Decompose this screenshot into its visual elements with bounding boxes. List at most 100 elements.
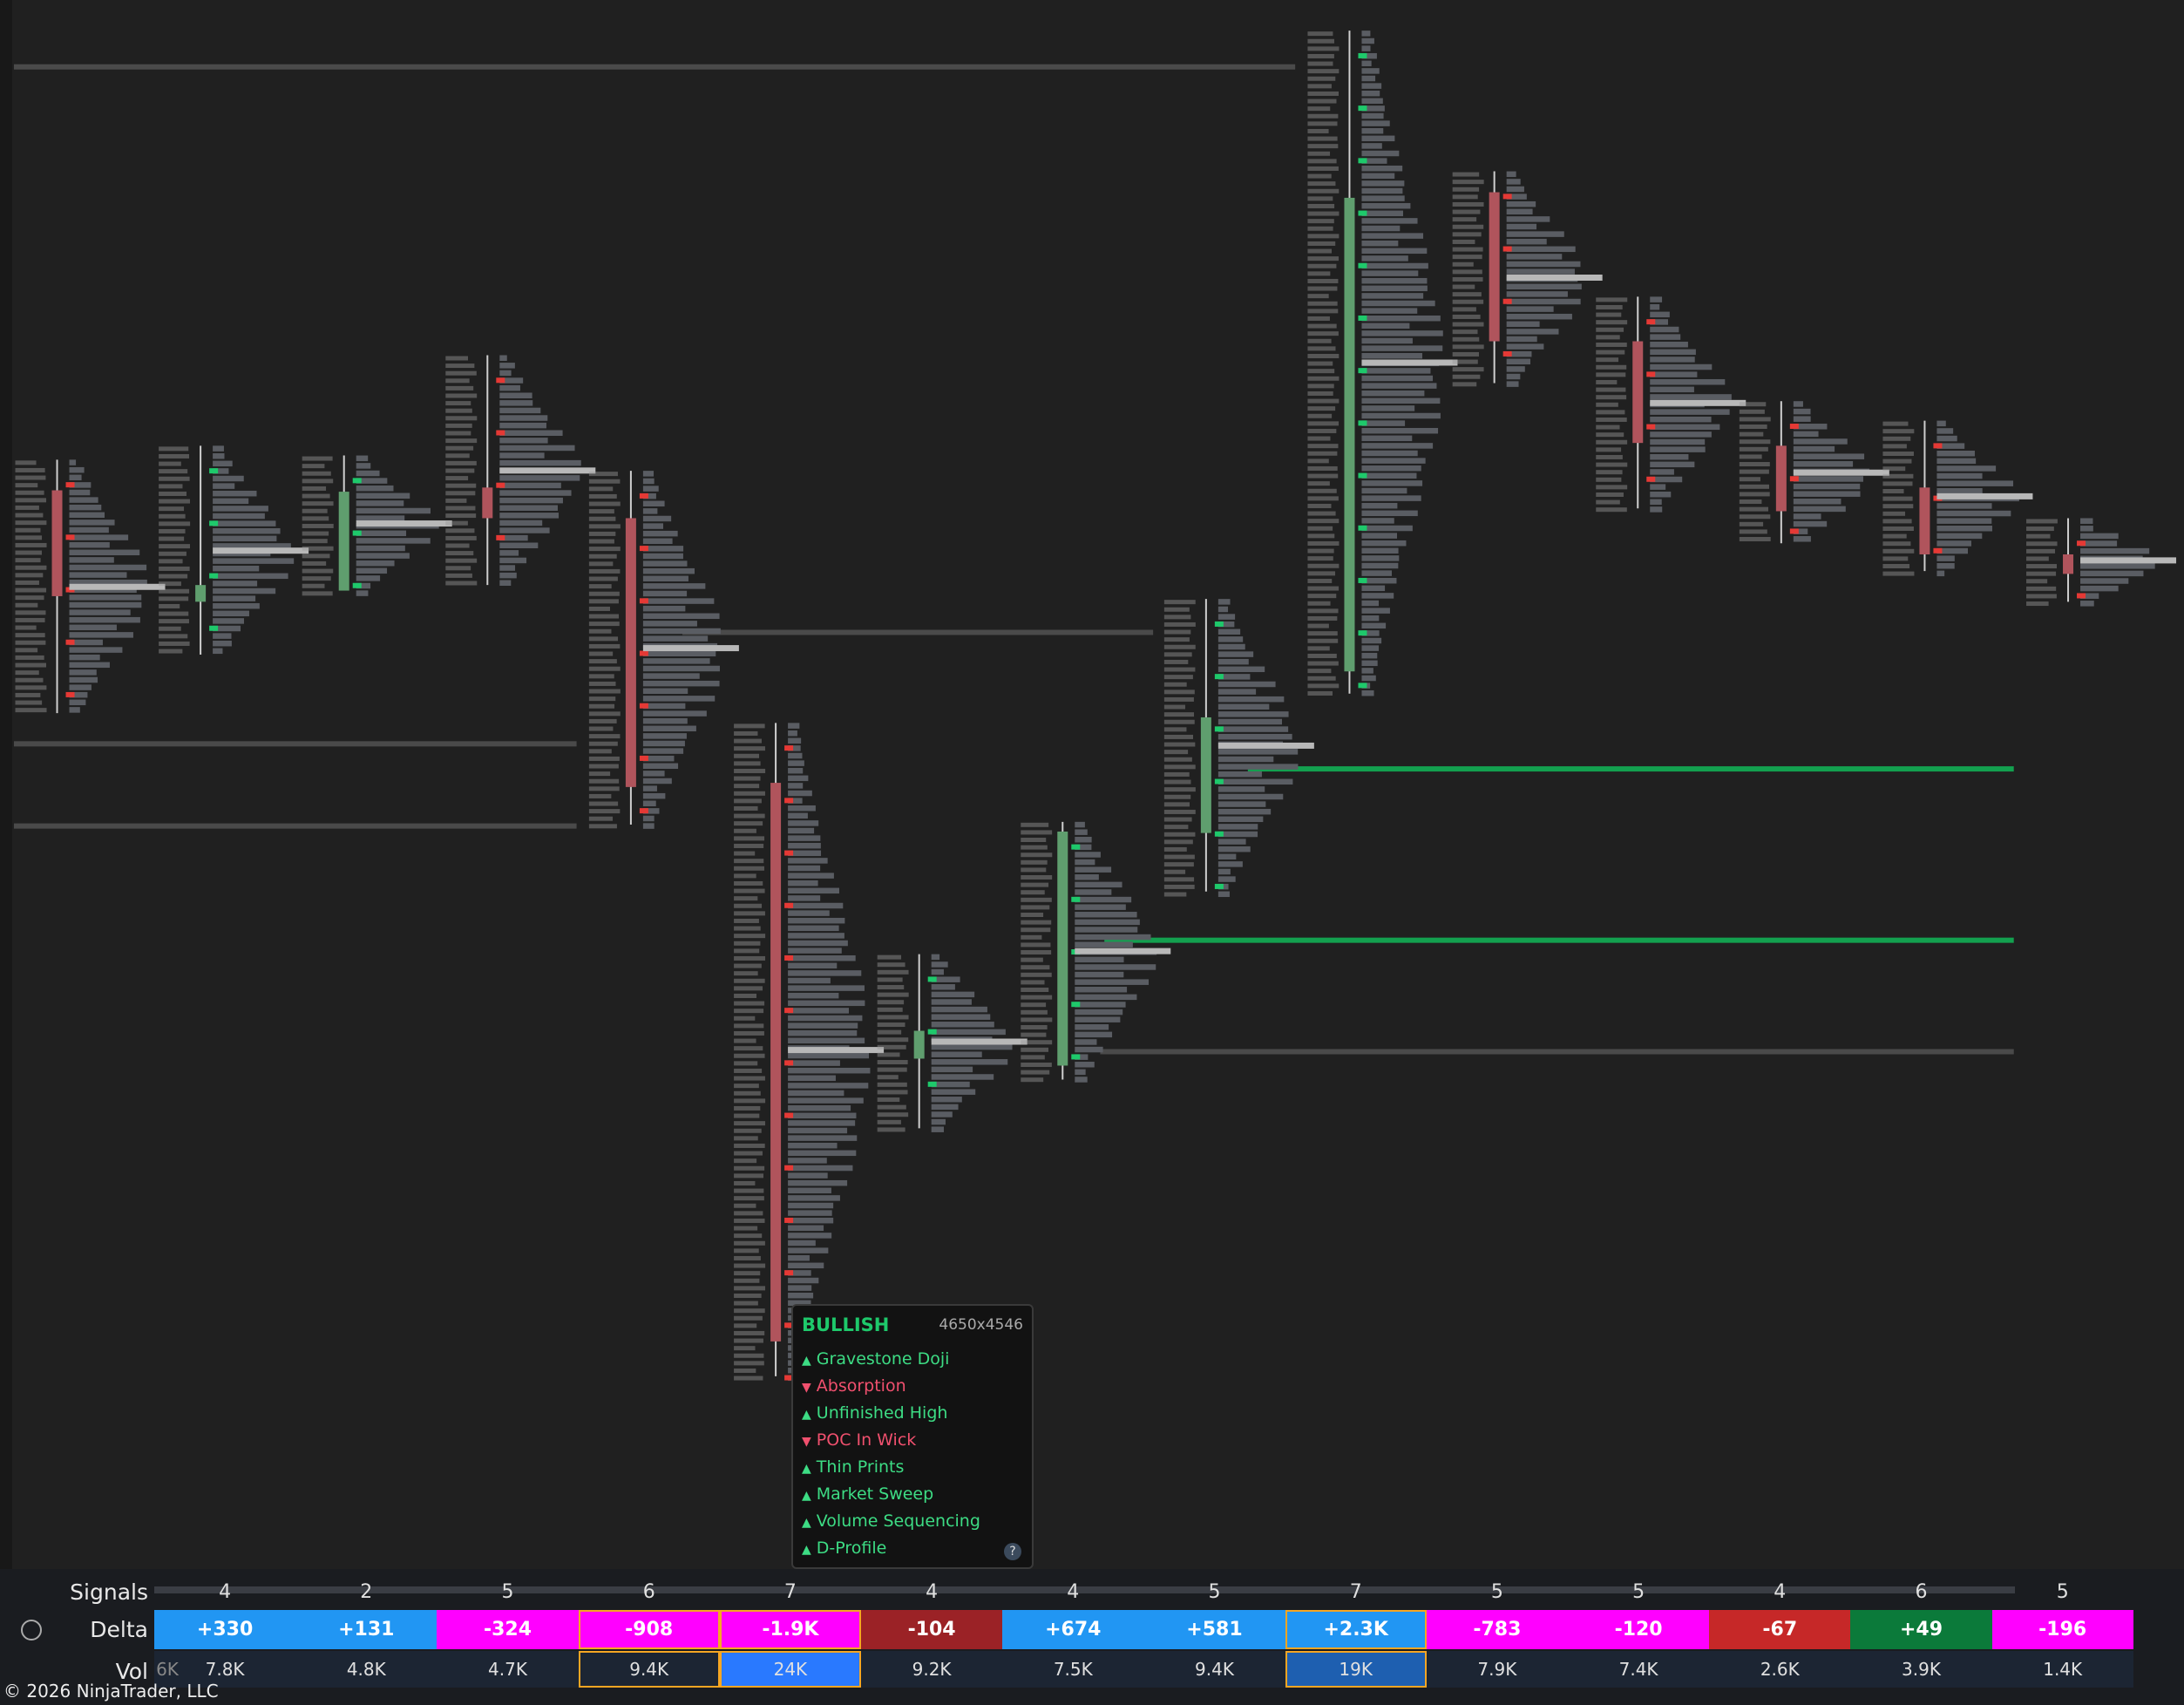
footprint-text: [1021, 838, 1047, 843]
delta-tick: [639, 598, 648, 604]
footprint-text: [1021, 965, 1050, 970]
profile-bar: [931, 976, 960, 982]
footprint-text: [1882, 519, 1912, 524]
footprint-text: [1739, 492, 1770, 497]
signal-marker: ▲: [802, 1354, 811, 1368]
footprint-text: [734, 1203, 756, 1208]
profile-bar: [356, 507, 431, 514]
profile-bar: [1361, 248, 1428, 255]
profile-bar: [788, 760, 804, 766]
signals-track: [154, 1586, 2015, 1593]
profile-bar: [213, 618, 244, 624]
profile-bar: [642, 792, 666, 799]
profile-bar: [356, 590, 369, 596]
profile-bar: [931, 954, 940, 961]
profile-bar: [1217, 801, 1266, 807]
footprint-text: [1021, 1017, 1053, 1022]
footprint-text: [1452, 344, 1484, 350]
footprint-text: [1307, 540, 1340, 546]
profile-bar: [642, 621, 697, 627]
profile-bar: [213, 475, 244, 482]
profile-bar: [788, 752, 803, 759]
footprint-text: [734, 1053, 765, 1058]
footprint-text: [734, 1361, 764, 1366]
delta-tick: [1358, 52, 1367, 58]
footprint-text: [588, 643, 621, 649]
profile-bar: [356, 538, 431, 544]
footprint-text: [1596, 447, 1622, 452]
profile-bar: [788, 940, 848, 947]
delta-tick: [784, 1270, 794, 1276]
delta-tick: [1789, 476, 1799, 482]
level-line: [682, 629, 1154, 635]
footprint-text: [1739, 529, 1767, 534]
footprint-text: [1307, 173, 1332, 179]
footprint-text: [302, 583, 325, 588]
footprint-text: [159, 626, 181, 631]
profile-bar: [1793, 401, 1803, 407]
profile-bar: [788, 1247, 829, 1253]
profile-bar: [1650, 499, 1662, 506]
footprint-text: [1021, 920, 1052, 925]
profile-bar: [1217, 876, 1236, 882]
profile-bar: [788, 887, 839, 894]
profile-bar: [1650, 386, 1694, 393]
footprint-text: [1596, 320, 1628, 325]
footprint-text: [588, 651, 614, 656]
signal-item: ▼ Absorption: [802, 1376, 906, 1396]
profile-bar: [1217, 824, 1258, 830]
footprint-text: [445, 370, 477, 376]
profile-bar: [1361, 83, 1382, 89]
footprint-text: [734, 776, 761, 781]
footprint-text: [1596, 470, 1623, 475]
profile-bar: [788, 775, 809, 782]
footprint-text: [1882, 421, 1909, 426]
profile-bar: [1793, 476, 1863, 482]
profile-bar: [1506, 268, 1575, 275]
footprint-text: [734, 926, 761, 931]
profile-bar: [69, 616, 140, 623]
footprint-text: [588, 801, 619, 806]
profile-bar: [1793, 431, 1819, 438]
footprint-text: [302, 554, 330, 559]
footprint-text: [15, 573, 44, 578]
footprint-text: [1307, 166, 1339, 171]
profile-bar: [499, 384, 520, 391]
profile-bar: [1506, 381, 1519, 387]
profile-bar: [931, 1066, 973, 1073]
footprint-text: [1596, 372, 1626, 377]
profile-bar: [1075, 979, 1150, 985]
footprint-text: [1021, 1025, 1048, 1030]
footprint-text: [1882, 526, 1914, 531]
footprint-text: [15, 640, 46, 645]
help-button[interactable]: ?: [1004, 1543, 1021, 1560]
footprint-text: [445, 393, 478, 398]
profile-bar: [1506, 306, 1554, 312]
vol-cell: 3.9K: [1850, 1651, 1992, 1688]
footprint-text: [15, 662, 46, 668]
delta-tick: [784, 954, 794, 961]
footprint-text: [1739, 521, 1764, 526]
profile-bar: [1361, 262, 1428, 269]
footprint-text: [1307, 384, 1334, 389]
footprint-text: [734, 1023, 764, 1029]
profile-bar: [642, 546, 684, 552]
signal-count: 2: [360, 1580, 373, 1603]
footprint-text: [1452, 172, 1480, 177]
profile-bar: [1361, 90, 1380, 97]
settings-icon[interactable]: [21, 1620, 42, 1640]
footprint-text: [877, 1044, 906, 1049]
profile-bar: [642, 800, 656, 807]
profile-bar: [356, 575, 381, 581]
profile-bar: [1075, 964, 1156, 970]
profile-bar: [931, 968, 944, 975]
footprint-text: [588, 622, 620, 627]
footprint-text: [15, 617, 45, 622]
profile-bar: [1936, 503, 1992, 509]
footprint-text: [2026, 594, 2057, 599]
profile-bar: [499, 565, 516, 571]
footprint-text: [1021, 822, 1049, 827]
profile-bar: [213, 558, 295, 564]
profile-bar: [499, 363, 515, 369]
